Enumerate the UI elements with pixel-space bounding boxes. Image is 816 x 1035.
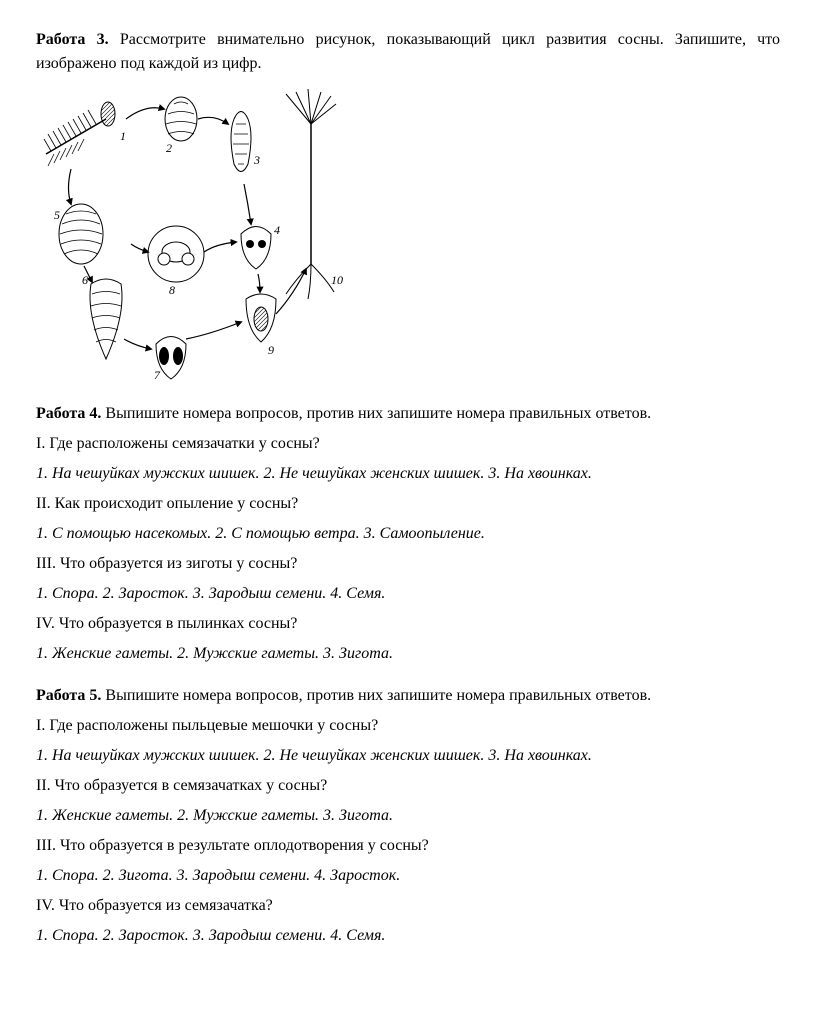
- work4-a2: 1. С помощью насекомых. 2. С помощью вет…: [36, 522, 780, 546]
- svg-text:3: 3: [253, 153, 260, 167]
- svg-text:6: 6: [82, 273, 88, 287]
- svg-text:5: 5: [54, 208, 60, 222]
- svg-text:10: 10: [331, 273, 343, 287]
- work4-a4: 1. Женские гаметы. 2. Мужские гаметы. 3.…: [36, 642, 780, 666]
- work5-a2: 1. Женские гаметы. 2. Мужские гаметы. 3.…: [36, 804, 780, 828]
- svg-text:2: 2: [166, 141, 172, 155]
- pine-lifecycle-figure: 1 2 3 10: [36, 84, 356, 384]
- svg-text:8: 8: [169, 283, 175, 297]
- work4-intro: Выпишите номера вопросов, против них зап…: [105, 405, 651, 422]
- work5-a3: 1. Спора. 2. Зигота. 3. Зародыш семени. …: [36, 864, 780, 888]
- work3-text: Рассмотрите внимательно рисунок, показыв…: [36, 31, 780, 72]
- work4-a1: 1. На чешуйках мужских шишек. 2. Не чешу…: [36, 462, 780, 486]
- work4-q3: III. Что образуется из зиготы у сосны?: [36, 552, 780, 576]
- work4-q1: I. Где расположены семязачатки у сосны?: [36, 432, 780, 456]
- work5-a4: 1. Спора. 2. Заросток. 3. Зародыш семени…: [36, 924, 780, 948]
- svg-text:9: 9: [268, 343, 274, 357]
- work5-heading: Работа 5.: [36, 687, 101, 704]
- svg-text:1: 1: [120, 129, 126, 143]
- work4-a3: 1. Спора. 2. Заросток. 3. Зародыш семени…: [36, 582, 780, 606]
- work4-heading: Работа 4.: [36, 405, 101, 422]
- work3-heading: Работа 3.: [36, 31, 109, 48]
- work5-a1: 1. На чешуйках мужских шишек. 2. Не чешу…: [36, 744, 780, 768]
- work5-q3: III. Что образуется в результате оплодот…: [36, 834, 780, 858]
- work5-heading-line: Работа 5. Выпишите номера вопросов, прот…: [36, 684, 780, 708]
- work5-q4: IV. Что образуется из семязачатка?: [36, 894, 780, 918]
- work4-q2: II. Как происходит опыление у сосны?: [36, 492, 780, 516]
- work5-intro: Выпишите номера вопросов, против них зап…: [105, 687, 651, 704]
- svg-text:4: 4: [274, 223, 280, 237]
- svg-text:7: 7: [154, 368, 161, 382]
- work4-heading-line: Работа 4. Выпишите номера вопросов, прот…: [36, 402, 780, 426]
- work5-q2: II. Что образуется в семязачатках у сосн…: [36, 774, 780, 798]
- work4-q4: IV. Что образуется в пылинках сосны?: [36, 612, 780, 636]
- work5-q1: I. Где расположены пыльцевые мешочки у с…: [36, 714, 780, 738]
- work3-heading-line: Работа 3. Рассмотрите внимательно рисуно…: [36, 28, 780, 76]
